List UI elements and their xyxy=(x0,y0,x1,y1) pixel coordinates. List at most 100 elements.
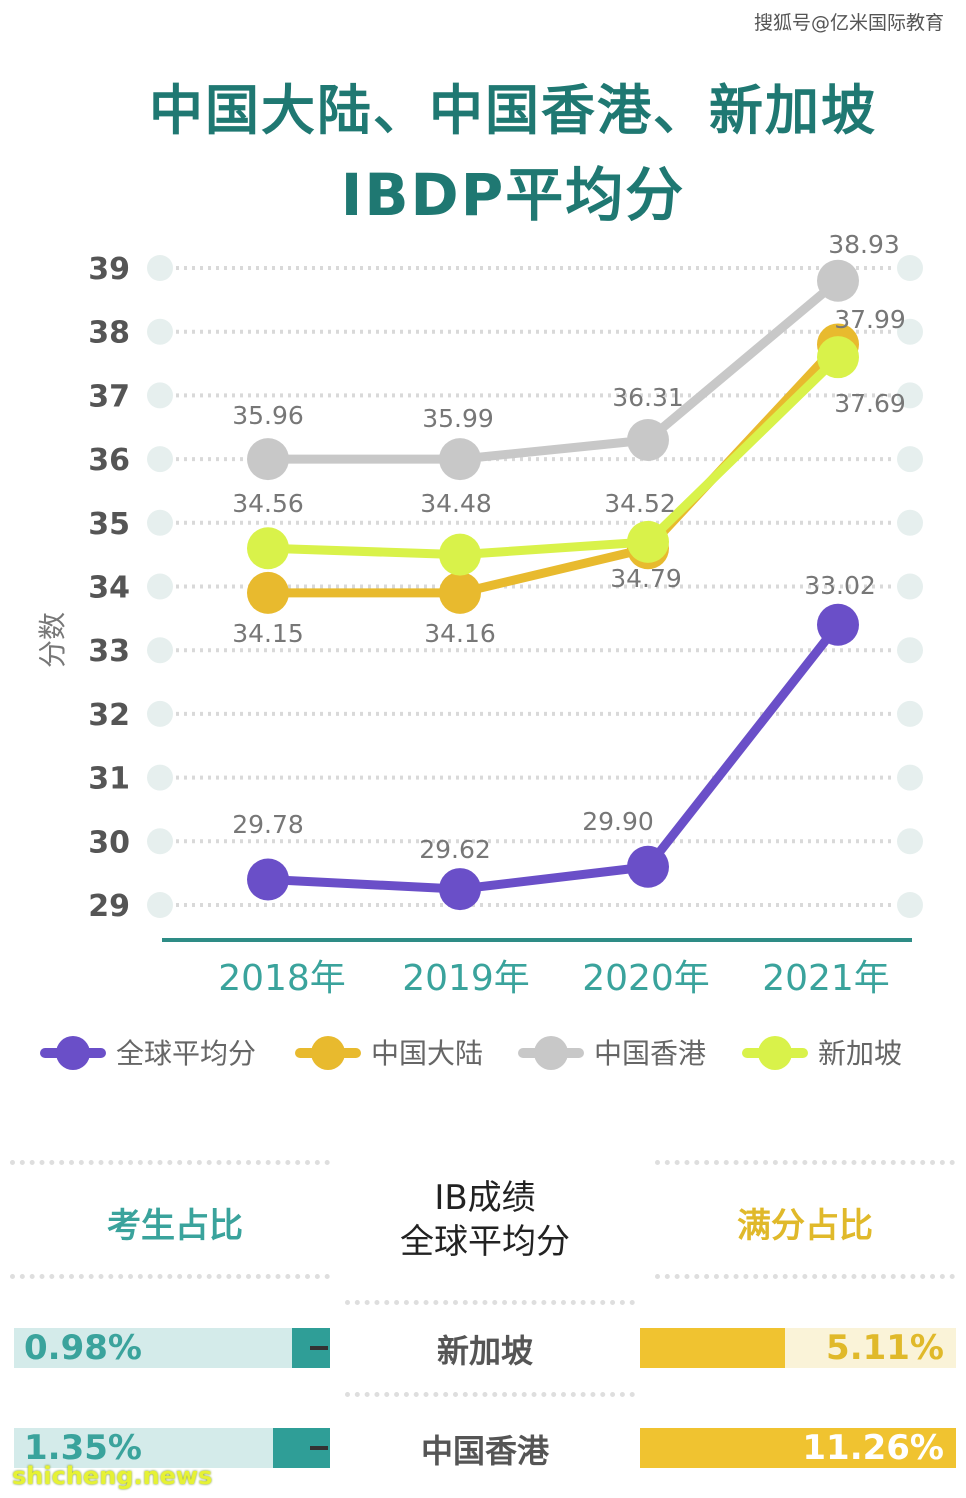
grid-end-dot xyxy=(147,700,173,727)
watermark-bottom: shicheng.news xyxy=(12,1462,213,1490)
legend-label: 新加坡 xyxy=(818,1037,903,1070)
data-point xyxy=(439,571,481,614)
grid-end-dot xyxy=(897,509,923,536)
full-score-share-bar: 11.26% xyxy=(640,1428,956,1468)
data-point xyxy=(439,868,481,911)
legend-item: 中国香港 xyxy=(518,1030,706,1074)
data-label: 34.79 xyxy=(610,564,682,593)
row-label: 新加坡 xyxy=(436,1332,533,1370)
data-label: 34.56 xyxy=(232,489,304,518)
candidate-share-bar: 1.35% xyxy=(14,1428,330,1468)
data-point xyxy=(247,438,289,481)
data-point xyxy=(439,438,481,481)
data-point xyxy=(627,418,669,461)
separator xyxy=(345,1300,635,1305)
data-point xyxy=(627,520,669,563)
data-point xyxy=(247,858,289,901)
column-header-line2: 全球平均分 xyxy=(400,1222,570,1262)
line-chart: 29 30 31 32 33 34 35 36 37 38 39 分数 2018年 2019年 2020年 2… xyxy=(36,230,923,999)
series-line xyxy=(267,621,842,894)
chart-legend: 全球平均分 中国大陆 中国香港 新加坡 xyxy=(40,1030,940,1080)
y-tick-label: 32 xyxy=(88,698,130,733)
chart-title-line2: IBDP平均分 xyxy=(340,161,686,229)
y-tick-label: 39 xyxy=(88,252,130,287)
grid-end-dot xyxy=(897,255,923,281)
data-label: 37.99 xyxy=(834,305,906,334)
grid-end-dot xyxy=(147,828,173,855)
separator xyxy=(655,1160,955,1165)
y-tick-label: 37 xyxy=(88,379,130,414)
full-score-share-value: 5.11% xyxy=(826,1328,944,1368)
data-point xyxy=(817,336,859,379)
x-tick-label: 2018年 xyxy=(218,958,346,999)
full-score-share-bar: 5.11% xyxy=(640,1328,956,1368)
series-line xyxy=(267,353,842,560)
grid-end-dot xyxy=(897,892,923,918)
legend-label: 全球平均分 xyxy=(116,1037,257,1070)
column-header-global-average: IB成绩 全球平均分 xyxy=(340,1176,630,1264)
grid-end-dot xyxy=(147,318,173,345)
grid-end-dot xyxy=(147,637,173,664)
grid-end-dot xyxy=(897,382,923,409)
data-label: 38.93 xyxy=(828,230,900,259)
watermark-top: 搜狐号@亿米国际教育 xyxy=(753,12,944,34)
grid-end-dot xyxy=(147,764,173,791)
y-tick-label: 31 xyxy=(88,762,130,797)
data-label: 35.99 xyxy=(422,404,494,433)
grid-end-dot xyxy=(897,764,923,791)
data-point xyxy=(439,533,481,576)
series-line xyxy=(268,277,841,464)
legend-swatch xyxy=(295,1030,361,1074)
candidate-share-value: 0.98% xyxy=(24,1328,142,1368)
y-tick-label: 35 xyxy=(88,507,130,542)
grid-end-dot xyxy=(147,573,173,600)
bar-tick xyxy=(310,1346,328,1350)
separator xyxy=(345,1392,635,1397)
grid-end-dot xyxy=(897,573,923,600)
data-label: 29.90 xyxy=(582,807,654,836)
separator xyxy=(10,1274,330,1279)
y-tick-label: 29 xyxy=(88,889,130,924)
full-score-share-fill xyxy=(640,1428,956,1468)
y-tick-label: 36 xyxy=(88,443,130,478)
legend-label: 中国大陆 xyxy=(371,1037,484,1070)
column-header-full-score-share: 满分占比 xyxy=(737,1206,873,1246)
candidate-share-bar: 0.98% xyxy=(14,1328,330,1368)
grid-end-dot xyxy=(147,509,173,536)
full-score-share-value: 11.26% xyxy=(802,1428,944,1468)
data-label: 36.31 xyxy=(612,383,684,412)
y-tick-label: 34 xyxy=(88,571,130,606)
y-tick-label: 30 xyxy=(88,825,130,860)
legend-swatch xyxy=(40,1030,106,1074)
data-point xyxy=(817,259,859,302)
column-header-line1: IB成绩 xyxy=(434,1178,536,1218)
grid-end-dot xyxy=(147,255,173,281)
grid-end-dot xyxy=(147,892,173,918)
y-tick-label: 33 xyxy=(88,634,130,669)
separator xyxy=(10,1160,330,1165)
y-axis-label: 分数 xyxy=(36,612,69,668)
data-label: 34.48 xyxy=(420,489,492,518)
data-point xyxy=(247,571,289,614)
x-tick-label: 2019年 xyxy=(402,958,530,999)
data-label: 29.78 xyxy=(232,810,304,839)
x-tick-label: 2021年 xyxy=(762,958,890,999)
separator xyxy=(655,1274,955,1279)
data-point xyxy=(817,603,859,646)
grid-end-dot xyxy=(897,318,923,345)
legend-swatch xyxy=(518,1030,584,1074)
grid-end-dot xyxy=(897,828,923,855)
data-point xyxy=(627,845,669,888)
data-label: 34.16 xyxy=(424,619,496,648)
grid-end-dot xyxy=(147,382,173,409)
legend-item: 全球平均分 xyxy=(40,1030,256,1074)
grid-end-dot xyxy=(147,446,173,473)
legend-item: 中国大陆 xyxy=(295,1030,483,1074)
grid-end-dot xyxy=(897,700,923,727)
data-label: 37.69 xyxy=(834,389,906,418)
grid-end-dot xyxy=(897,637,923,664)
row-label: 中国香港 xyxy=(420,1432,549,1470)
data-label: 35.96 xyxy=(232,401,304,430)
data-point xyxy=(247,527,289,570)
full-score-share-fill xyxy=(640,1328,785,1368)
